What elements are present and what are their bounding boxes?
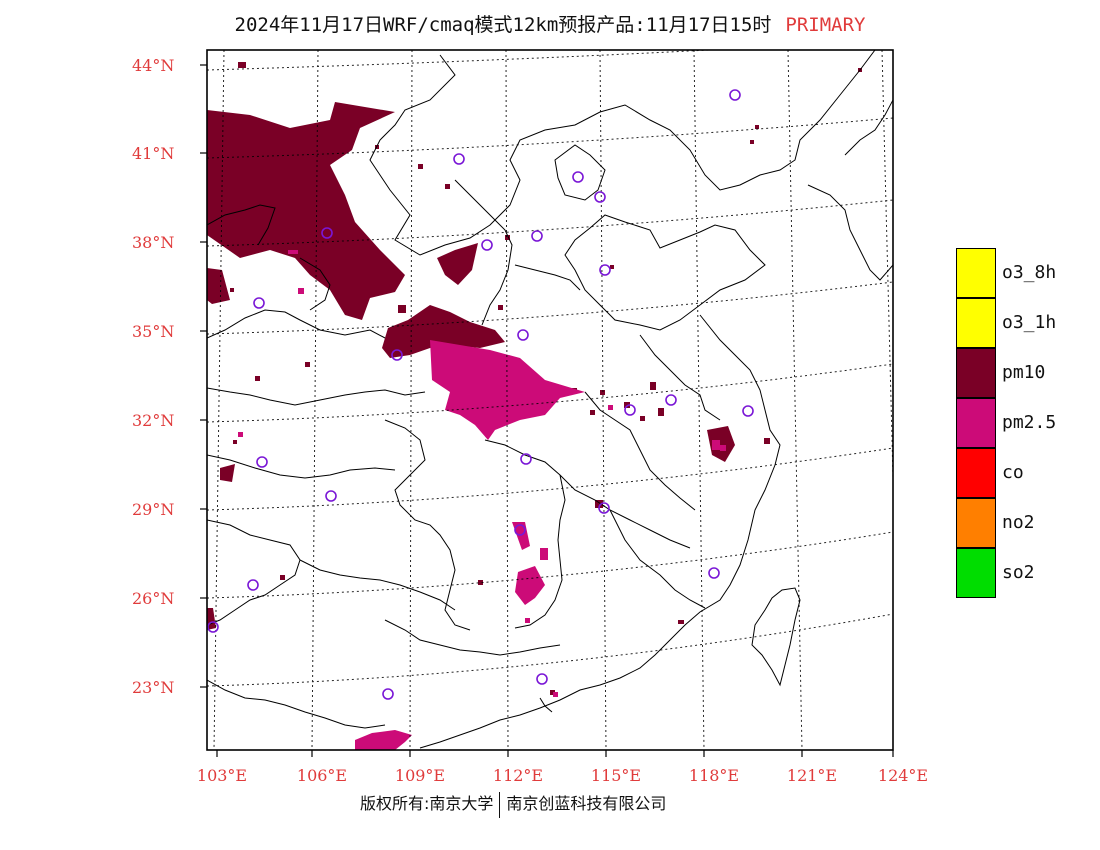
legend-swatch <box>956 248 996 298</box>
lat-label-29n: 29°N <box>132 500 175 519</box>
map-title: 2024年11月17日WRF/cmaq模式12km预报产品:11月17日15时 P… <box>0 10 1100 37</box>
lon-label-109e: 109°E <box>394 766 446 785</box>
lat-label-23n: 23°N <box>132 678 175 697</box>
lat-label-35n: 35°N <box>132 322 175 341</box>
lat-label-44n: 44°N <box>132 56 175 75</box>
legend-label: o3_1h <box>1002 312 1057 333</box>
copyright-left: 版权所有:南京大学 <box>360 794 494 813</box>
legend-label: pm2.5 <box>1002 412 1057 433</box>
lon-label-106e: 106°E <box>296 766 348 785</box>
legend-label: so2 <box>1002 562 1035 583</box>
lat-label-41n: 41°N <box>132 144 175 163</box>
legend-label: o3_8h <box>1002 262 1057 283</box>
legend-swatch <box>956 548 996 598</box>
lon-label-103e: 103°E <box>196 766 248 785</box>
lon-label-121e: 121°E <box>786 766 838 785</box>
legend-swatch <box>956 398 996 448</box>
title-main: 2024年11月17日WRF/cmaq模式12km预报产品:11月17日15时 <box>234 14 772 36</box>
legend-label: pm10 <box>1002 362 1046 383</box>
lon-label-115e: 115°E <box>590 766 642 785</box>
lon-label-112e: 112°E <box>492 766 544 785</box>
graticule <box>207 50 893 750</box>
legend-label: no2 <box>1002 512 1035 533</box>
copyright-right: 南京创蓝科技有限公司 <box>506 794 667 813</box>
lon-label-118e: 118°E <box>688 766 740 785</box>
legend-swatch <box>956 348 996 398</box>
title-tag: PRIMARY <box>785 14 866 36</box>
boundaries <box>207 50 893 749</box>
legend-label: co <box>1002 462 1024 483</box>
lat-label-38n: 38°N <box>132 233 175 252</box>
pm25-area <box>238 250 726 750</box>
pm10-area <box>207 62 862 695</box>
lon-label-124e: 124°E <box>877 766 929 785</box>
legend-swatch <box>956 498 996 548</box>
copyright-footer: 版权所有:南京大学 南京创蓝科技有限公司 <box>360 790 666 818</box>
station-markers <box>207 89 754 700</box>
legend-swatch <box>956 448 996 498</box>
lat-label-26n: 26°N <box>132 589 175 608</box>
footer-divider <box>499 791 501 818</box>
lat-label-32n: 32°N <box>132 411 175 430</box>
legend-swatch <box>956 298 996 348</box>
